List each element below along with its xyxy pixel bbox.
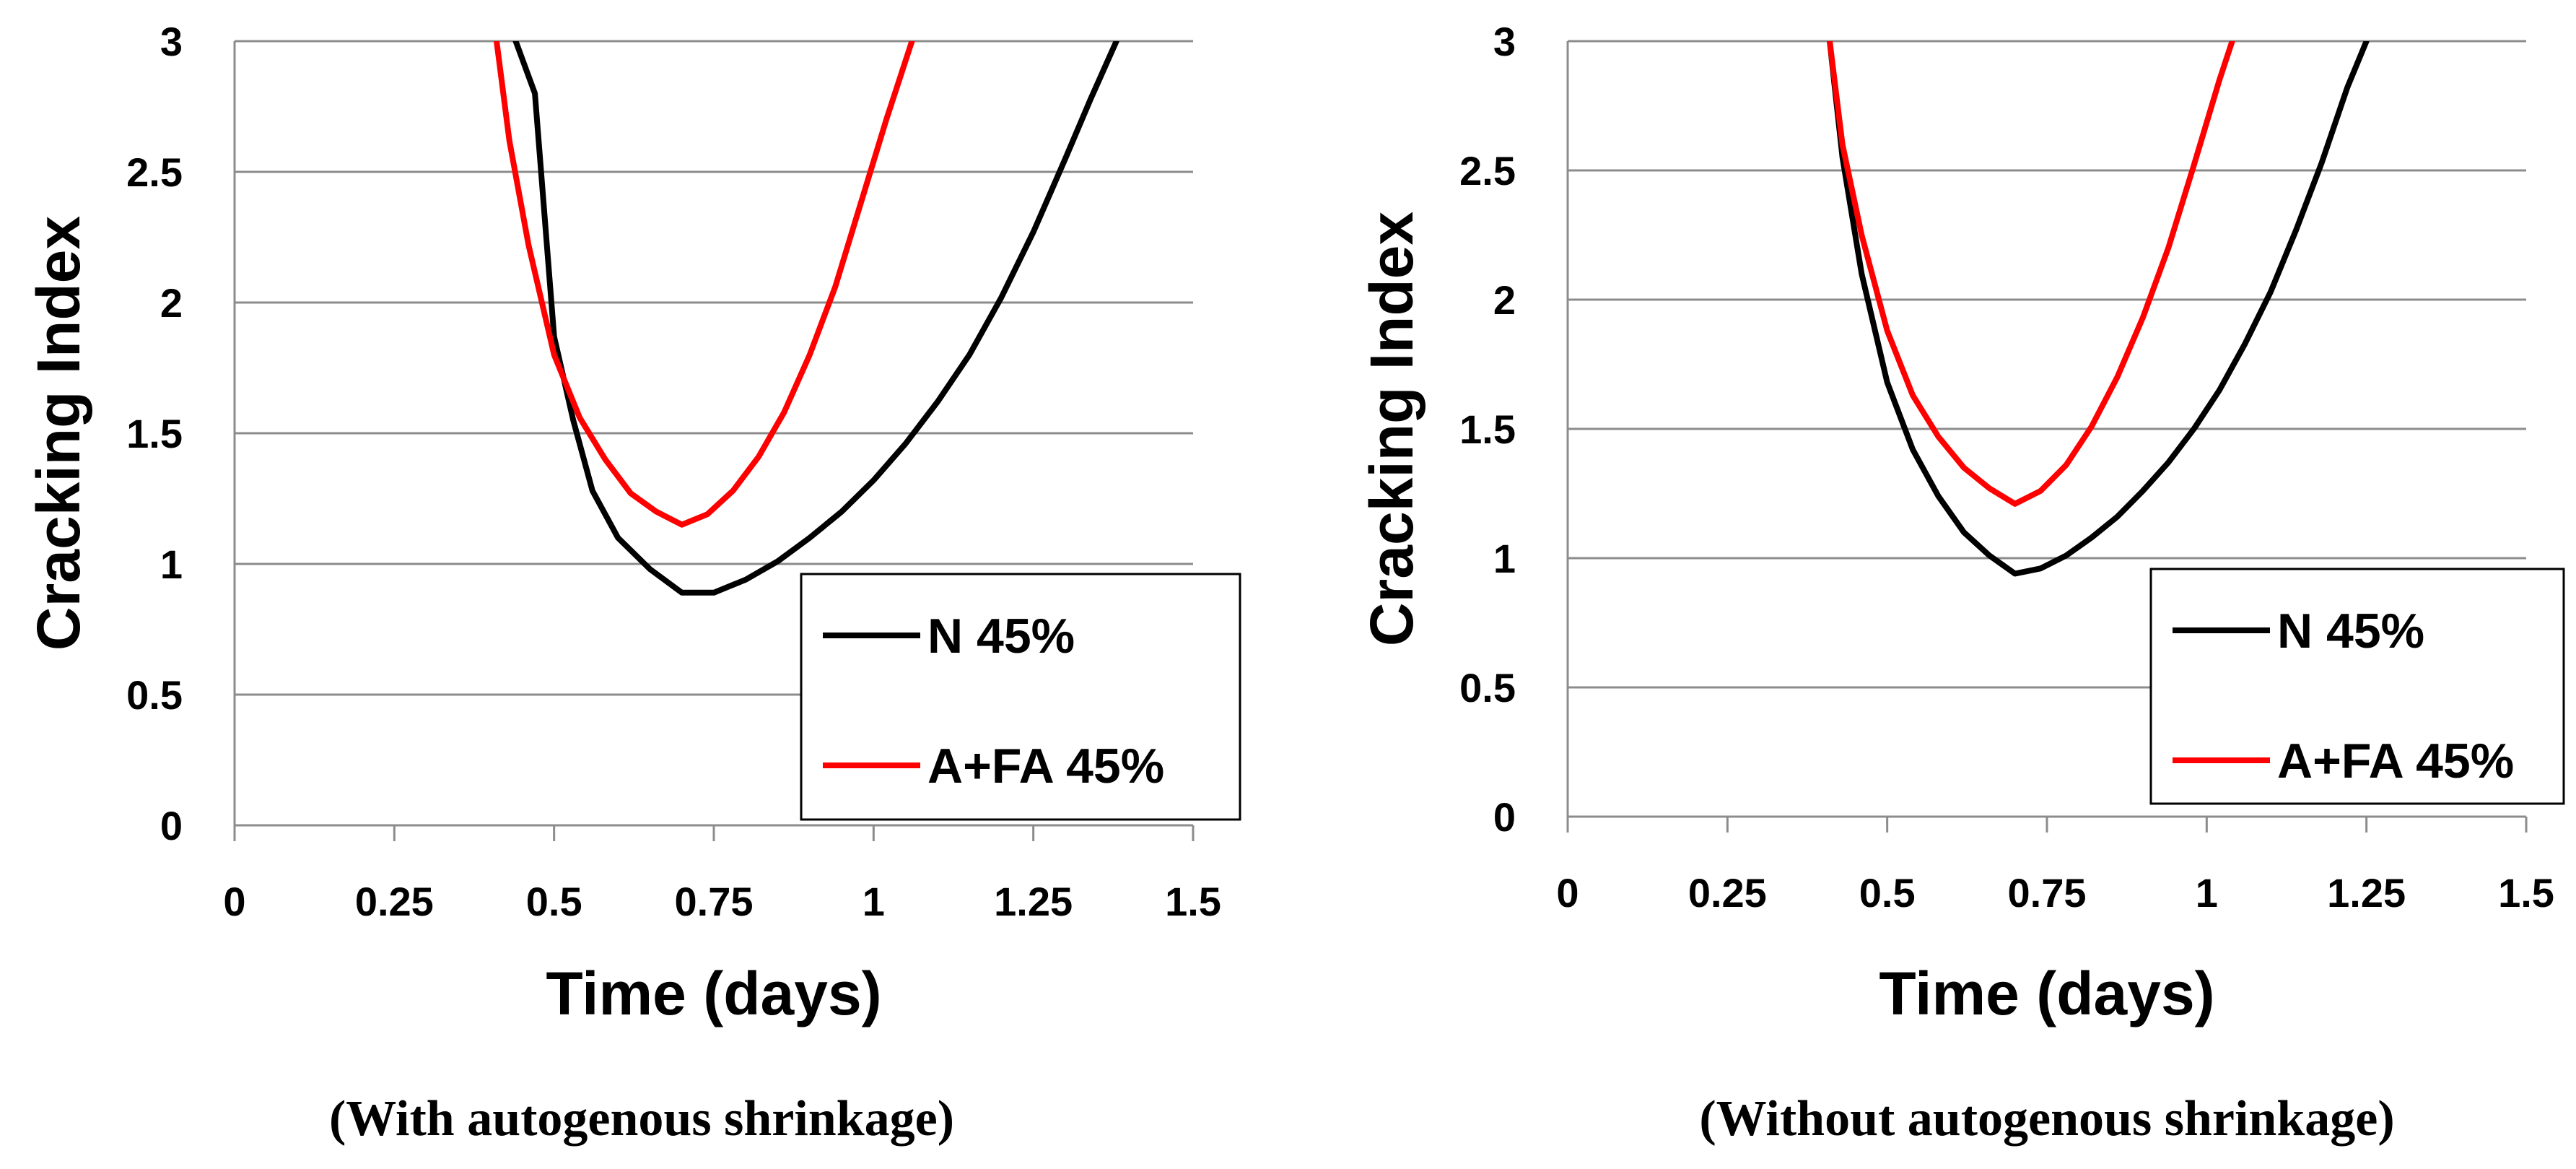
x-axis-title: Time (days) [1879,960,2214,1027]
series-line-n-45- [1827,41,2370,577]
y-tick-label: 2 [160,280,183,326]
chart-caption: (With autogenous shrinkage) [329,1091,954,1147]
x-tick-label: 0.75 [675,879,754,924]
series-group [1827,41,2370,577]
legend-label: A+FA 45% [927,739,1164,794]
x-tick-label: 1.5 [2498,870,2554,916]
x-tick-label: 1.25 [994,879,1073,924]
chart-2: 0 0.5 1 1.5 2 2.5 3 0 0.25 0.5 0.75 1 1.25 1.5 Time (d… [1358,19,2565,1147]
legend-label: N 45% [2277,604,2424,659]
x-tick-label: 1 [863,879,885,924]
y-tick-label: 0.5 [1459,665,1516,710]
x-tick-label: 0.75 [2008,870,2087,916]
x-tick-label: 0 [1556,870,1579,916]
x-tick-label: 0.25 [355,879,434,924]
y-tick-label: 1 [160,542,183,587]
legend-box [2149,568,2565,805]
legend: N 45% A+FA 45% [800,573,1241,821]
x-tick-label: 0.5 [1859,870,1916,916]
chart-1: 0 0.5 1 1.5 2 2.5 3 0 0.25 0.5 0.75 1 1.25 1.5 Time (d… [25,19,1241,1147]
y-tick-label: 1 [1493,536,1516,581]
y-tick-label: 2.5 [1459,148,1516,194]
legend: N 45% A+FA 45% [2149,568,2565,805]
x-tick-label: 0.25 [1688,870,1767,916]
y-tick-label: 1.5 [126,411,183,456]
x-axis-title: Time (days) [546,960,881,1027]
y-tick-label: 2.5 [126,149,183,195]
y-tick-label: 2 [1493,277,1516,323]
y-tick-label: 0 [160,803,183,848]
y-tick-label: 0.5 [126,672,183,718]
series-line-n-45- [512,41,1119,596]
series-line-a-fa-45- [1827,41,2235,507]
legend-box [800,573,1241,821]
y-tick-label: 3 [1493,19,1516,64]
x-tick-label: 1.5 [1165,879,1221,924]
series-line-a-fa-45- [494,41,915,528]
y-axis-title: Cracking Index [25,216,92,651]
y-tick-label: 1.5 [1459,407,1516,452]
legend-label: A+FA 45% [2277,734,2514,788]
x-tick-label: 0 [223,879,245,924]
legend-label: N 45% [927,609,1075,664]
x-tick-label: 1.25 [2327,870,2406,916]
x-tick-label: 0.5 [526,879,582,924]
y-tick-label: 3 [160,19,183,64]
series-group [494,41,1119,596]
y-tick-label: 0 [1493,794,1516,840]
chart-caption: (Without autogenous shrinkage) [1699,1091,2394,1147]
x-tick-label: 1 [2196,870,2218,916]
y-axis-title: Cracking Index [1358,212,1425,646]
